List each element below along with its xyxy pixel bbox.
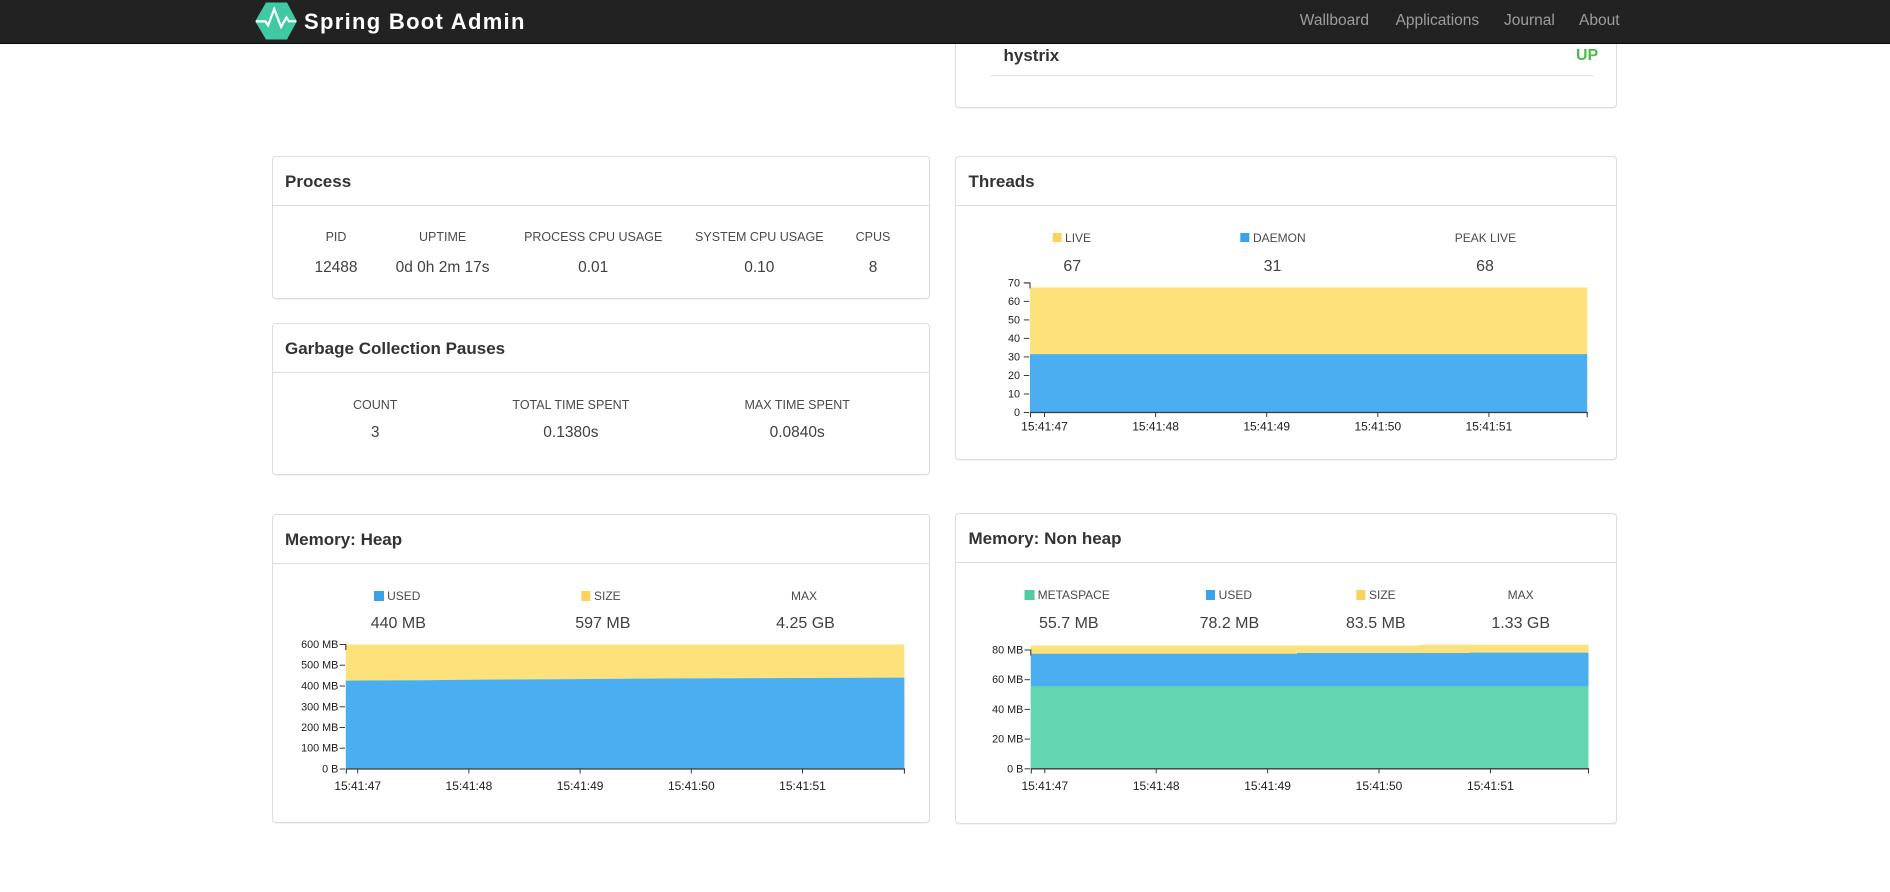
svg-text:30: 30 <box>1008 351 1020 363</box>
svg-text:600 MB: 600 MB <box>301 639 338 651</box>
svg-text:100 MB: 100 MB <box>301 743 338 755</box>
svg-text:15:41:47: 15:41:47 <box>1021 779 1068 793</box>
svg-text:15:41:48: 15:41:48 <box>446 779 493 793</box>
svg-text:80 MB: 80 MB <box>992 645 1023 657</box>
svg-text:200 MB: 200 MB <box>301 722 338 734</box>
svg-text:20: 20 <box>1008 370 1020 382</box>
svg-text:40: 40 <box>1008 333 1020 345</box>
svg-text:15:41:48: 15:41:48 <box>1133 779 1180 793</box>
svg-text:15:41:51: 15:41:51 <box>1467 779 1514 793</box>
svg-text:40 MB: 40 MB <box>992 704 1023 716</box>
svg-text:20 MB: 20 MB <box>992 734 1023 746</box>
svg-text:15:41:49: 15:41:49 <box>1244 779 1291 793</box>
svg-text:0 B: 0 B <box>1007 763 1023 775</box>
svg-text:15:41:47: 15:41:47 <box>334 779 381 793</box>
svg-text:60: 60 <box>1008 296 1020 308</box>
svg-text:300 MB: 300 MB <box>301 701 338 713</box>
svg-text:50: 50 <box>1008 314 1020 326</box>
svg-text:15:41:50: 15:41:50 <box>1354 420 1401 434</box>
svg-text:15:41:50: 15:41:50 <box>1356 779 1403 793</box>
svg-text:500 MB: 500 MB <box>301 660 338 672</box>
svg-text:0: 0 <box>1014 407 1020 419</box>
svg-text:15:41:47: 15:41:47 <box>1021 420 1068 434</box>
svg-text:15:41:51: 15:41:51 <box>1466 420 1513 434</box>
svg-text:15:41:50: 15:41:50 <box>668 779 715 793</box>
svg-text:15:41:49: 15:41:49 <box>1243 420 1290 434</box>
svg-text:400 MB: 400 MB <box>301 681 338 693</box>
svg-text:60 MB: 60 MB <box>992 674 1023 686</box>
svg-text:70: 70 <box>1008 277 1020 289</box>
svg-text:0 B: 0 B <box>322 764 338 776</box>
svg-text:15:41:49: 15:41:49 <box>557 779 604 793</box>
svg-text:15:41:48: 15:41:48 <box>1132 420 1179 434</box>
svg-text:15:41:51: 15:41:51 <box>779 779 826 793</box>
svg-text:10: 10 <box>1008 389 1020 401</box>
